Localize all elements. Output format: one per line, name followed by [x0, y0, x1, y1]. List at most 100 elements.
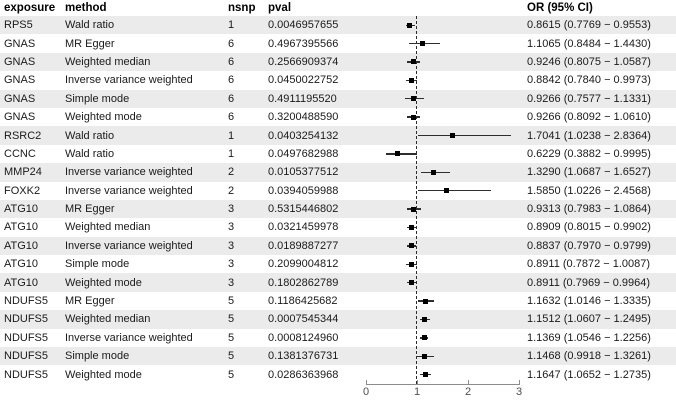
col-header-method: method: [65, 2, 107, 14]
cell-method: Inverse variance weighted: [65, 166, 193, 179]
x-axis-tick: [518, 379, 520, 384]
cell-exposure: ATG10: [4, 258, 39, 271]
table-row: ATG10 MR Egger 3 0.5315446802 0.9313 (0.7983…: [0, 199, 676, 219]
forest-plot-cell: [366, 200, 519, 218]
forest-plot-cell: [366, 329, 519, 347]
table-body: RPS5 Wald ratio 1 0.0046957655 0.8615 (0.776…: [0, 16, 676, 384]
cell-pval: 0.0403254132: [268, 129, 339, 142]
cell-exposure: NDUFS5: [4, 350, 49, 363]
cell-pval: 0.3200488590: [268, 111, 339, 124]
cell-exposure: NDUFS5: [4, 295, 49, 308]
cell-nsnp: 6: [228, 37, 235, 50]
cell-method: Inverse variance weighted: [65, 184, 193, 197]
cell-method: Weighted median: [65, 313, 151, 326]
table-row: ATG10 Weighted mode 3 0.1802862789 0.8911 (0…: [0, 273, 676, 292]
cell-exposure: RPS5: [4, 19, 33, 32]
cell-nsnp: 3: [228, 203, 235, 216]
forest-plot-cell: [366, 145, 519, 163]
cell-pval: 0.0497682988: [268, 147, 339, 160]
table-row: NDUFS5 Weighted mode 5 0.0286363968 1.1647 (…: [0, 365, 676, 384]
col-header-or-ci: OR (95% CI): [527, 2, 593, 14]
forest-plot-cell: [366, 53, 519, 71]
forest-plot-cell: [366, 347, 519, 365]
cell-or-ci: 0.8909 (0.8015 − 0.9902): [527, 221, 651, 234]
forest-plot-cell: [366, 163, 519, 181]
or-point-marker: [410, 96, 416, 102]
or-point-marker: [408, 261, 414, 267]
cell-pval: 0.0007545344: [268, 313, 339, 326]
cell-or-ci: 0.8837 (0.7970 − 0.9799): [527, 239, 651, 252]
x-axis-tick: [416, 379, 418, 384]
cell-pval: 0.1802862789: [268, 276, 339, 289]
table-row: GNAS MR Egger 6 0.4967395566 1.1065 (0.8484 …: [0, 34, 676, 53]
cell-pval: 0.4911195520: [268, 92, 337, 105]
cell-method: Simple mode: [65, 350, 130, 363]
col-header-plot-spacer: [366, 0, 519, 16]
table-row: ATG10 Inverse variance weighted 3 0.0189887…: [0, 236, 676, 256]
cell-exposure: FOXK2: [4, 184, 41, 197]
confidence-interval-line: [385, 153, 417, 155]
or-point-marker: [410, 114, 416, 120]
table-row: NDUFS5 Inverse variance weighted 5 0.000812…: [0, 328, 676, 348]
or-point-marker: [431, 169, 437, 175]
x-axis-tick-label: 1: [413, 386, 421, 398]
cell-exposure: CCNC: [4, 147, 36, 160]
cell-pval: 0.2566909374: [268, 55, 339, 68]
cell-method: MR Egger: [65, 203, 115, 216]
or-point-marker: [422, 298, 428, 304]
cell-nsnp: 5: [228, 331, 235, 344]
reference-line-or-1: [416, 16, 417, 384]
cell-pval: 0.0189887277: [268, 239, 339, 252]
or-point-marker: [408, 280, 414, 286]
cell-nsnp: 3: [228, 221, 235, 234]
cell-pval: 0.0321459978: [268, 221, 339, 234]
forest-plot-cell: [366, 16, 519, 34]
cell-exposure: GNAS: [4, 92, 36, 105]
cell-exposure: MMP24: [4, 166, 42, 179]
or-point-marker: [444, 188, 450, 194]
cell-method: MR Egger: [65, 295, 115, 308]
table-row: NDUFS5 Simple mode 5 0.1381376731 1.1468 (0.…: [0, 347, 676, 366]
cell-or-ci: 1.1512 (1.0607 − 1.2495): [527, 313, 651, 326]
table-row: RSRC2 Wald ratio 1 0.0403254132 1.7041 (1.02…: [0, 126, 676, 145]
table-header: exposure method nsnp pval OR (95% CI): [0, 0, 676, 16]
cell-pval: 0.0394059988: [268, 184, 339, 197]
or-point-marker: [450, 133, 456, 139]
or-point-marker: [421, 335, 427, 341]
cell-or-ci: 0.6229 (0.3882 − 0.9995): [527, 147, 651, 160]
cell-or-ci: 1.1369 (1.0546 − 1.2256): [527, 331, 651, 344]
forest-plot-cell: [366, 310, 519, 328]
table-row: MMP24 Inverse variance weighted 2 0.0105377…: [0, 163, 676, 182]
or-point-marker: [407, 22, 413, 28]
col-header-exposure: exposure: [4, 2, 56, 14]
col-header-pval: pval: [268, 2, 292, 14]
cell-pval: 0.1381376731: [268, 350, 339, 363]
cell-pval: 0.2099004812: [268, 258, 339, 271]
forest-plot-cell: [366, 218, 519, 236]
forest-plot-cell: [366, 90, 519, 108]
x-axis-line: [366, 383, 520, 385]
cell-pval: 0.0046957655: [268, 19, 339, 32]
cell-or-ci: 0.9266 (0.7577 − 1.1331): [527, 92, 651, 105]
cell-or-ci: 1.5850 (1.0226 − 2.4568): [527, 184, 651, 197]
cell-exposure: NDUFS5: [4, 331, 49, 344]
or-point-marker: [395, 151, 401, 157]
x-axis-tick-label: 2: [464, 386, 472, 398]
cell-exposure: GNAS: [4, 74, 36, 87]
or-point-marker: [408, 243, 414, 249]
or-point-marker: [422, 353, 427, 359]
cell-method: Inverse variance weighted: [65, 239, 193, 252]
table-row: CCNC Wald ratio 1 0.0497682988 0.6229 (0.388…: [0, 144, 676, 164]
cell-nsnp: 6: [228, 74, 235, 87]
cell-nsnp: 3: [228, 239, 235, 252]
cell-method: Weighted mode: [65, 368, 142, 381]
cell-method: MR Egger: [65, 37, 115, 50]
cell-nsnp: 3: [228, 276, 235, 289]
or-point-marker: [411, 206, 416, 212]
cell-or-ci: 0.9246 (0.8075 − 1.0587): [527, 55, 651, 68]
cell-exposure: GNAS: [4, 111, 36, 124]
forest-plot-cell: [366, 255, 519, 273]
table-row: ATG10 Simple mode 3 0.2099004812 0.8911 (0.7…: [0, 255, 676, 274]
cell-method: Simple mode: [65, 92, 130, 105]
col-header-nsnp: nsnp: [228, 2, 256, 14]
